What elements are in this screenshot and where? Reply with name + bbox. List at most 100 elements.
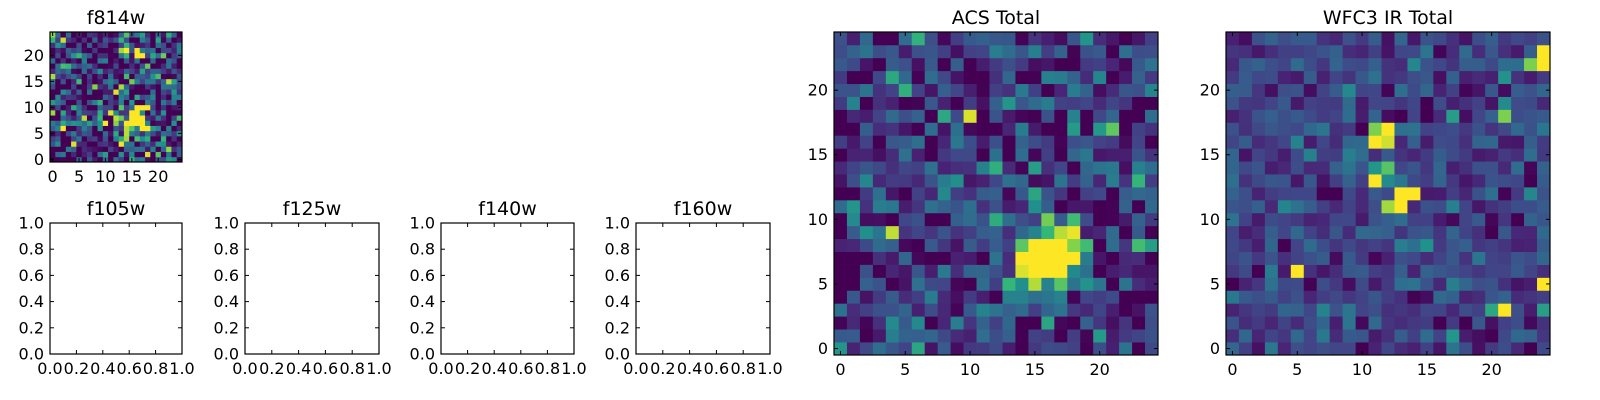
pixel-cell: [1226, 187, 1240, 201]
pixel-cell: [65, 104, 72, 111]
pixel-cell: [1511, 303, 1525, 317]
pixel-cell: [1002, 57, 1016, 72]
pixel-cell: [1106, 316, 1120, 330]
pixel-cell: [86, 151, 93, 158]
pixel-cell: [1226, 122, 1240, 136]
pixel-cell: [1368, 225, 1382, 240]
pixel-cell: [1238, 238, 1253, 252]
pixel-cell: [176, 115, 183, 121]
pixel-cell: [171, 104, 178, 111]
pixel-cell: [1394, 225, 1408, 240]
pixel-cell: [1511, 264, 1525, 278]
x-tick-label: 0.6: [508, 359, 533, 378]
pixel-cell: [937, 225, 951, 240]
pixel-cell: [989, 174, 1003, 188]
pixel-cell: [1316, 251, 1331, 265]
pixel-cell: [1433, 277, 1447, 291]
pixel-cell: [859, 199, 874, 214]
pixel-cell: [81, 141, 88, 147]
pixel-cell: [846, 32, 861, 46]
pixel-cell: [55, 73, 61, 80]
axes-frame: [440, 222, 575, 355]
pixel-cell: [1238, 32, 1253, 46]
pixel-cell: [155, 73, 162, 80]
pixel-cell: [55, 130, 61, 137]
pixel-cell: [1407, 44, 1421, 59]
pixel-cell: [976, 174, 990, 188]
pixel-cell: [1368, 122, 1382, 136]
pixel-cell: [1316, 148, 1331, 162]
pixel-cell: [92, 125, 98, 132]
pixel-cell: [898, 342, 913, 356]
pixel-cell: [1264, 148, 1279, 162]
pixel-cell: [166, 125, 172, 132]
pixel-cell: [145, 47, 151, 54]
pixel-cell: [989, 161, 1003, 175]
pixel-cell: [1368, 329, 1382, 343]
pixel-cell: [60, 110, 67, 116]
pixel-cell: [129, 89, 135, 95]
pixel-cell: [55, 32, 61, 38]
pixel-cell: [86, 125, 93, 132]
pixel-cell: [1459, 225, 1473, 240]
pixel-cell: [1106, 277, 1120, 291]
pixel-cell: [92, 47, 98, 54]
pixel-cell: [97, 42, 104, 48]
pixel-cell: [872, 148, 887, 162]
y-tick-label: 15: [808, 145, 828, 164]
pixel-cell: [937, 187, 951, 201]
pixel-cell: [60, 125, 67, 132]
pixel-cell: [1446, 135, 1460, 149]
pixel-cell: [1537, 83, 1551, 97]
pixel-cell: [1093, 57, 1107, 72]
pixel-cell: [1524, 212, 1538, 227]
pixel-cell: [86, 104, 93, 111]
pixel-cell: [171, 32, 178, 38]
pixel-cell: [1067, 290, 1081, 304]
pixel-cell: [81, 68, 88, 74]
pixel-cell: [1524, 264, 1538, 278]
x-tick-label: 0: [1227, 360, 1237, 379]
pixel-cell: [1329, 212, 1343, 227]
pixel-cell: [1433, 238, 1447, 252]
pixel-cell: [872, 161, 887, 175]
pixel-cell: [950, 70, 964, 85]
pixel-cell: [1498, 316, 1512, 330]
x-tick-label: 0.0: [623, 359, 648, 378]
pixel-cell: [102, 89, 109, 95]
pixel-cell: [1290, 83, 1305, 97]
y-tick-label: 0: [818, 339, 828, 358]
pixel-cell: [1106, 135, 1120, 149]
pixel-cell: [846, 329, 861, 343]
pixel-cell: [150, 32, 156, 38]
pixel-cell: [129, 58, 135, 64]
pixel-cell: [1226, 148, 1240, 162]
pixel-cell: [1485, 44, 1499, 59]
pixel-cell: [1459, 316, 1473, 330]
x-tick-label: 5: [1292, 360, 1302, 379]
pixel-cell: [976, 57, 990, 72]
pixel-cell: [1002, 96, 1016, 110]
pixel-cell: [71, 146, 77, 152]
pixel-cell: [885, 57, 900, 72]
pixel-cell: [118, 141, 125, 147]
pixel-cell: [81, 94, 88, 100]
pixel-cell: [937, 290, 951, 304]
pixel-cell: [155, 78, 162, 85]
pixel-cell: [1119, 44, 1133, 59]
pixel-cell: [92, 136, 98, 142]
pixel-cell: [937, 264, 951, 278]
pixel-cell: [65, 115, 72, 121]
x-tick-label: 0.8: [143, 359, 168, 378]
pixel-cell: [911, 83, 926, 97]
pixel-cell: [1342, 264, 1356, 278]
pixel-cell: [1446, 122, 1460, 136]
pixel-cell: [1524, 290, 1538, 304]
pixel-cell: [1132, 290, 1146, 304]
pixel-cell: [1226, 44, 1240, 59]
pixel-cell: [1420, 135, 1434, 149]
pixel-cell: [139, 68, 146, 74]
pixel-cell: [155, 120, 162, 126]
pixel-cell: [898, 161, 913, 175]
y-tick-label: 0.2: [214, 318, 239, 337]
